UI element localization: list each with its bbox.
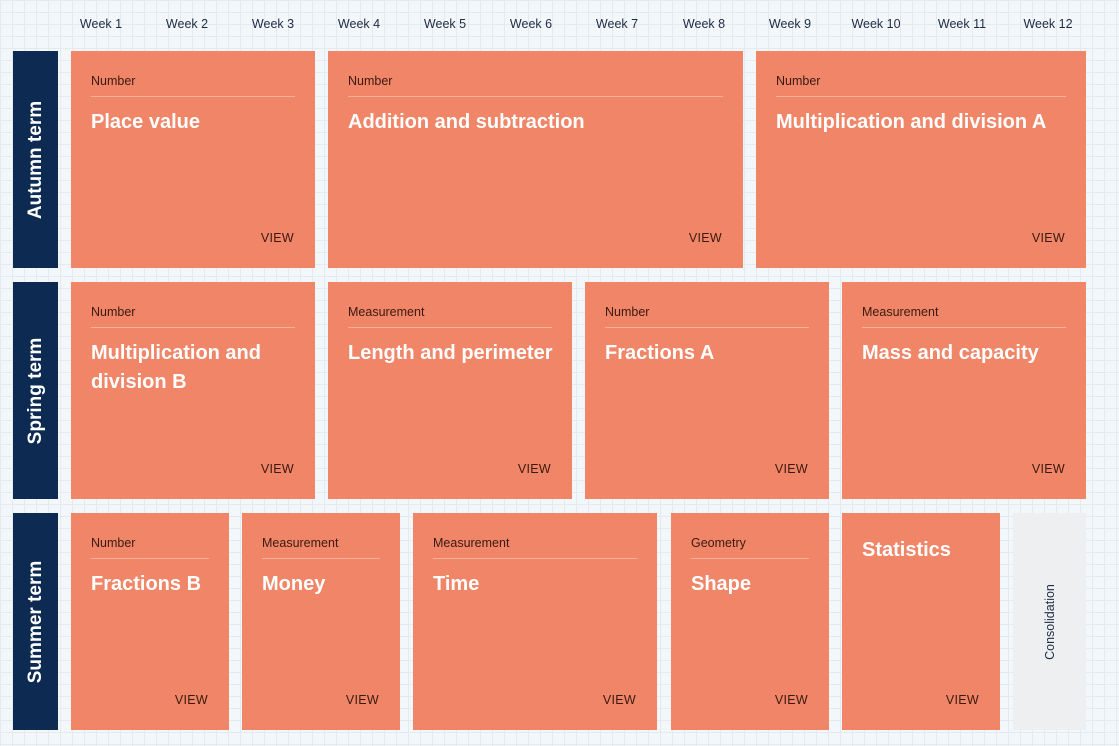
card-category: Number xyxy=(605,305,809,328)
card-category: Number xyxy=(776,74,1066,97)
card-title: Multiplication and division A xyxy=(776,111,1047,133)
week-label: Week 12 xyxy=(1023,17,1073,31)
unit-card-multiplication-division-a[interactable]: Number Multiplication and division A VIE… xyxy=(756,51,1086,268)
unit-card-multiplication-division-b[interactable]: Number Multiplication and division B VIE… xyxy=(71,282,315,499)
view-link[interactable]: VIEW xyxy=(774,462,808,476)
unit-card-length-perimeter[interactable]: Measurement Length and perimeter VIEW xyxy=(328,282,572,499)
view-link[interactable]: VIEW xyxy=(260,231,294,245)
unit-card-fractions-a[interactable]: Number Fractions A VIEW xyxy=(585,282,829,499)
term-label-summer: Summer term xyxy=(13,513,58,730)
card-title: Place value xyxy=(91,111,200,133)
week-label: Week 1 xyxy=(79,17,123,31)
view-link[interactable]: VIEW xyxy=(1031,231,1065,245)
consolidation-label: Consolidation xyxy=(1042,583,1057,660)
week-label: Week 3 xyxy=(251,17,295,31)
card-title: Time xyxy=(433,573,480,595)
card-category: Number xyxy=(91,536,209,559)
term-label-text: Summer term xyxy=(24,560,46,683)
card-title: Fractions B xyxy=(91,573,202,595)
week-label: Week 8 xyxy=(682,17,726,31)
view-link[interactable]: VIEW xyxy=(260,462,294,476)
unit-card-time[interactable]: Measurement Time VIEW xyxy=(413,513,657,730)
term-label-spring: Spring term xyxy=(13,282,58,499)
view-link[interactable]: VIEW xyxy=(345,693,379,707)
card-category: Measurement xyxy=(348,305,552,328)
week-label: Week 4 xyxy=(337,17,381,31)
card-title: Statistics xyxy=(862,539,951,561)
term-label-text: Autumn term xyxy=(24,100,46,219)
unit-card-shape[interactable]: Geometry Shape VIEW xyxy=(671,513,829,730)
view-link[interactable]: VIEW xyxy=(602,693,636,707)
view-link[interactable]: VIEW xyxy=(517,462,551,476)
card-title: Multiplication and division B xyxy=(91,342,261,393)
week-label: Week 7 xyxy=(595,17,639,31)
card-title: Mass and capacity xyxy=(862,342,1039,364)
week-label: Week 6 xyxy=(509,17,553,31)
card-title: Length and perimeter xyxy=(348,342,553,364)
card-category: Measurement xyxy=(262,536,380,559)
consolidation-block: Consolidation xyxy=(1013,513,1086,730)
card-title: Money xyxy=(262,573,326,595)
term-label-text: Spring term xyxy=(24,337,46,444)
view-link[interactable]: VIEW xyxy=(945,693,979,707)
view-link[interactable]: VIEW xyxy=(688,231,722,245)
unit-card-mass-capacity[interactable]: Measurement Mass and capacity VIEW xyxy=(842,282,1086,499)
unit-card-place-value[interactable]: Number Place value VIEW xyxy=(71,51,315,268)
week-label: Week 11 xyxy=(937,17,987,31)
unit-card-addition-subtraction[interactable]: Number Addition and subtraction VIEW xyxy=(328,51,743,268)
week-label: Week 5 xyxy=(423,17,467,31)
card-title: Shape xyxy=(691,573,752,595)
card-title: Addition and subtraction xyxy=(348,111,585,133)
week-label: Week 2 xyxy=(165,17,209,31)
view-link[interactable]: VIEW xyxy=(1031,462,1065,476)
card-category: Measurement xyxy=(433,536,637,559)
view-link[interactable]: VIEW xyxy=(174,693,208,707)
card-category: Number xyxy=(348,74,723,97)
card-title: Fractions A xyxy=(605,342,715,364)
card-category: Measurement xyxy=(862,305,1066,328)
unit-card-statistics[interactable]: Statistics VIEW xyxy=(842,513,1000,730)
unit-card-fractions-b[interactable]: Number Fractions B VIEW xyxy=(71,513,229,730)
card-category: Geometry xyxy=(691,536,809,559)
unit-card-money[interactable]: Measurement Money VIEW xyxy=(242,513,400,730)
card-category: Number xyxy=(91,305,295,328)
week-label: Week 10 xyxy=(851,17,901,31)
view-link[interactable]: VIEW xyxy=(774,693,808,707)
card-category: Number xyxy=(91,74,295,97)
term-label-autumn: Autumn term xyxy=(13,51,58,268)
week-label: Week 9 xyxy=(768,17,812,31)
